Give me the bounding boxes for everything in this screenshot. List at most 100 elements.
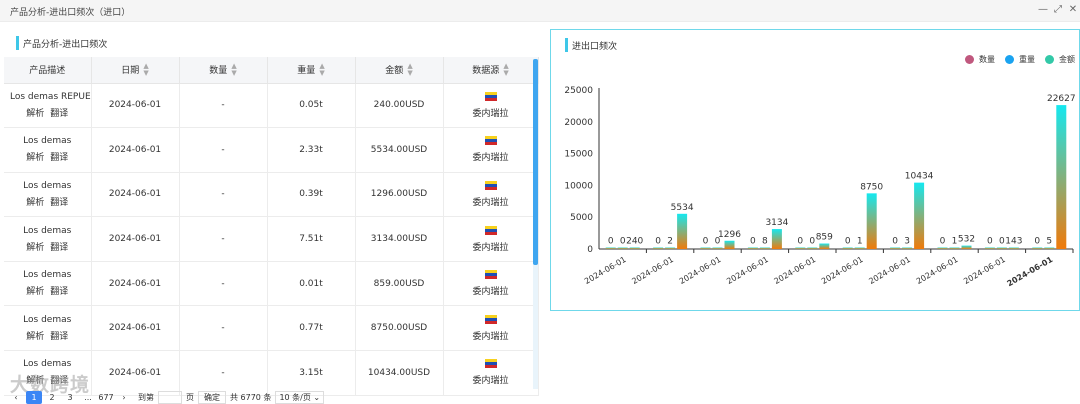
legend-label: 数量 bbox=[979, 55, 995, 64]
x-tick-label: 2024-06-01 bbox=[725, 255, 770, 286]
bar-value-label: 0 bbox=[750, 237, 756, 247]
weight-cell: 0.05t bbox=[267, 83, 356, 129]
venezuela-flag-icon bbox=[484, 270, 497, 280]
page-size-select[interactable]: 10 条/页 ⌄ bbox=[275, 391, 325, 404]
translate-link[interactable]: 翻译 bbox=[50, 153, 69, 164]
parse-link[interactable]: 解析 bbox=[26, 287, 45, 298]
next-page-icon[interactable]: › bbox=[122, 393, 126, 402]
parse-link[interactable]: 解析 bbox=[26, 331, 45, 342]
header-accent-bar bbox=[16, 36, 19, 50]
chart-bar bbox=[807, 247, 818, 249]
sort-icon[interactable]: ▲ ▼ bbox=[319, 62, 325, 77]
x-tick-label: 2024-06-01 bbox=[678, 255, 723, 286]
sort-icon[interactable]: ▲ ▼ bbox=[503, 62, 509, 77]
quantity-cell: - bbox=[179, 127, 268, 173]
chart-bar bbox=[961, 245, 972, 249]
table-header-row: 产品描述 日期 ▲ ▼ 数量 ▲ ▼ 重量 ▲ ▼ 金额 ▲ ▼ 数据源 ▲ ▼ bbox=[4, 57, 539, 84]
parse-link[interactable]: 解析 bbox=[26, 376, 45, 387]
chart-bar bbox=[984, 247, 995, 249]
chart-bar bbox=[1056, 105, 1067, 249]
frequency-table-panel: 产品分析-进出口频次 产品描述 日期 ▲ ▼ 数量 ▲ ▼ 重量 ▲ ▼ 金额 ▲ ▼ 数据源 ▲… bbox=[0, 24, 545, 404]
window-titlebar: 产品分析-进出口频次（进口） — ⤢ ✕ bbox=[0, 0, 1080, 22]
chart-bar bbox=[854, 247, 865, 249]
parse-link[interactable]: 解析 bbox=[26, 242, 45, 253]
table-row: Los demas 解析 翻译 2024-06-01 - 0.77t 8750.0… bbox=[4, 305, 539, 352]
parse-link[interactable]: 解析 bbox=[26, 153, 45, 164]
sort-icon[interactable]: ▲ ▼ bbox=[407, 62, 413, 77]
table-scrollbar-thumb[interactable] bbox=[533, 59, 538, 265]
table-panel-title: 产品分析-进出口频次 bbox=[23, 40, 108, 50]
bar-value-label: 1 bbox=[952, 237, 958, 247]
chart-bar bbox=[795, 247, 806, 249]
legend-item-quantity[interactable]: 数量 bbox=[965, 54, 995, 65]
legend-item-weight[interactable]: 重量 bbox=[1005, 54, 1035, 65]
chart-bar bbox=[724, 240, 735, 249]
page-unit-label: 页 bbox=[186, 393, 194, 402]
table-row: Los demas 解析 翻译 2024-06-01 - 0.39t 1296.0… bbox=[4, 172, 539, 218]
source-label: 委内瑞拉 bbox=[472, 287, 509, 298]
page-ellipsis[interactable]: ... bbox=[84, 393, 92, 402]
chart-bar bbox=[937, 247, 948, 249]
bar-value-label: 3 bbox=[904, 237, 910, 247]
column-header-source[interactable]: 数据源 ▲ ▼ bbox=[443, 57, 539, 84]
source-label: 委内瑞拉 bbox=[472, 108, 509, 119]
column-header-label: 金额 bbox=[385, 65, 404, 76]
table-row: Los demas 解析 翻译 2024-06-01 - 3.15t 10434.… bbox=[4, 350, 539, 396]
bar-value-label: 0 bbox=[845, 237, 851, 247]
legend-item-amount[interactable]: 金额 bbox=[1045, 54, 1075, 65]
column-header-date[interactable]: 日期 ▲ ▼ bbox=[91, 57, 180, 84]
chart-bar bbox=[1032, 247, 1043, 249]
translate-link[interactable]: 翻译 bbox=[50, 287, 69, 298]
bar-value-label: 10434 bbox=[905, 172, 934, 182]
venezuela-flag-icon bbox=[484, 359, 497, 369]
x-tick-label: 2024-06-01 bbox=[915, 255, 960, 286]
translate-link[interactable]: 翻译 bbox=[50, 376, 69, 387]
chart-legend: 数量 重量 金额 bbox=[955, 54, 1075, 65]
source-cell: 委内瑞拉 bbox=[443, 305, 539, 352]
frequency-chart-panel: 进出口频次 数量 重量 金额 0 5000 10000 15000 20000 25000… bbox=[550, 29, 1080, 311]
chart-bar bbox=[605, 247, 616, 249]
page-3-button[interactable]: 3 bbox=[67, 393, 73, 402]
source-cell: 委内瑞拉 bbox=[443, 261, 539, 307]
sort-icon[interactable]: ▲ ▼ bbox=[231, 62, 237, 77]
quantity-cell: - bbox=[179, 261, 268, 307]
table-row: Los demas 解析 翻译 2024-06-01 - 2.33t 5534.0… bbox=[4, 127, 539, 173]
column-header-quantity[interactable]: 数量 ▲ ▼ bbox=[179, 57, 268, 84]
total-count: 共 6770 条 bbox=[230, 393, 272, 402]
page-1-button[interactable]: 1 bbox=[26, 391, 42, 404]
maximize-icon[interactable]: ⤢ bbox=[1054, 4, 1062, 15]
source-cell: 委内瑞拉 bbox=[443, 172, 539, 218]
legend-dot bbox=[1005, 55, 1014, 64]
translate-link[interactable]: 翻译 bbox=[50, 242, 69, 253]
minimize-icon[interactable]: — bbox=[1038, 4, 1048, 15]
translate-link[interactable]: 翻译 bbox=[50, 197, 69, 208]
date-cell: 2024-06-01 bbox=[91, 127, 180, 173]
sort-icon[interactable]: ▲ ▼ bbox=[143, 62, 149, 77]
source-label: 委内瑞拉 bbox=[472, 197, 509, 208]
translate-link[interactable]: 翻译 bbox=[50, 108, 69, 119]
goto-confirm-button[interactable]: 确定 bbox=[198, 391, 226, 404]
prev-page-icon[interactable]: ‹ bbox=[14, 393, 18, 402]
goto-page-input[interactable] bbox=[158, 391, 182, 404]
parse-link[interactable]: 解析 bbox=[26, 197, 45, 208]
translate-link[interactable]: 翻译 bbox=[50, 331, 69, 342]
goto-label: 到第 bbox=[138, 393, 154, 402]
parse-link[interactable]: 解析 bbox=[26, 108, 45, 119]
page-2-button[interactable]: 2 bbox=[49, 393, 55, 402]
watermark-logo: 大数跨境 bbox=[10, 374, 91, 396]
pagination: ‹ 1 2 3 ... 677 › 到第 页 确定 共 6770 条 10 条/… bbox=[8, 391, 325, 404]
column-header-weight[interactable]: 重量 ▲ ▼ bbox=[267, 57, 356, 84]
bar-value-label: 143 bbox=[1005, 237, 1022, 247]
bar-value-label: 1 bbox=[857, 237, 863, 247]
x-tick-label: 2024-06-01 bbox=[630, 255, 675, 286]
bar-value-label: 0 bbox=[620, 237, 626, 247]
chart-bar bbox=[1008, 247, 1019, 249]
legend-label: 金额 bbox=[1059, 55, 1075, 64]
close-icon[interactable]: ✕ bbox=[1068, 4, 1078, 15]
column-header-amount[interactable]: 金额 ▲ ▼ bbox=[355, 57, 444, 84]
page-last-button[interactable]: 677 bbox=[98, 393, 114, 402]
product-description: Los demas bbox=[23, 180, 72, 191]
date-cell: 2024-06-01 bbox=[91, 172, 180, 218]
